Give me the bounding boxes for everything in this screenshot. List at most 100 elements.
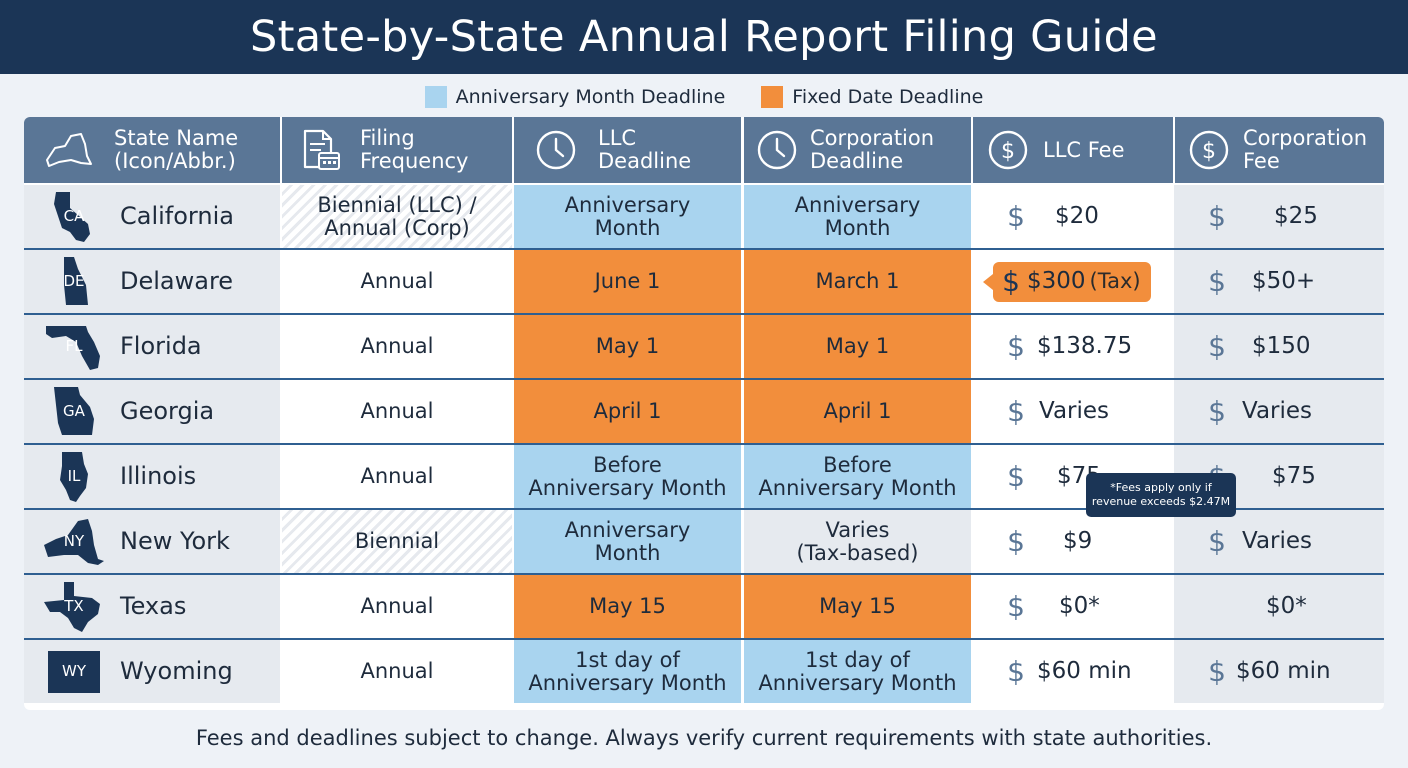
dollar-icon: $ [1007, 655, 1025, 688]
row-divider [24, 443, 1384, 445]
page-title: State-by-State Annual Report Filing Guid… [0, 0, 1408, 74]
state-cell: DE Delaware [24, 250, 280, 313]
llc-fee-cell: $ $20 [973, 185, 1173, 248]
llc-fee-note: (Tax) [1089, 269, 1141, 293]
state-cell: FL Florida [24, 315, 280, 378]
corp-fee-value: $25 [1274, 203, 1318, 229]
state-name: New York [120, 527, 230, 555]
corp-fee-cell: $ $150 [1174, 315, 1384, 378]
llc-fee-cell: $ $0* [973, 575, 1173, 638]
dollar-icon: $ [1002, 265, 1020, 298]
table-row: TX Texas Annual May 15 May 15 $ $0* $0* [24, 575, 1384, 640]
dollar-icon: $ [1208, 395, 1226, 428]
header-corp-deadline-label: Corporation Deadline [810, 126, 935, 173]
legend-label-anniversary: Anniversary Month Deadline [455, 86, 726, 108]
header-llc-fee-label: LLC Fee [1043, 137, 1125, 162]
texas-shape-icon: TX [42, 580, 106, 634]
header-frequency: Filing Frequency [282, 117, 512, 183]
legend: Anniversary Month Deadline Fixed Date De… [0, 82, 1408, 112]
llc-fee-value: $300 [1027, 268, 1086, 294]
llc-fee-value: $20 [1055, 203, 1099, 229]
state-name: Texas [120, 592, 187, 620]
corp-deadline-cell: Anniversary Month [744, 185, 971, 248]
llc-fee-cell: $ $138.75 [973, 315, 1173, 378]
frequency-cell: Biennial [282, 510, 512, 573]
header-llc-fee: $ LLC Fee [973, 117, 1173, 183]
llc-deadline-cell: April 1 [514, 380, 741, 443]
wyoming-shape-icon: WY [42, 645, 106, 699]
corp-fee-cell: $ Varies [1174, 380, 1384, 443]
corp-fee-cell: $0* [1174, 575, 1384, 638]
dollar-icon: $ [1208, 330, 1226, 363]
frequency-cell: Annual [282, 640, 512, 703]
dollar-icon: $ [1007, 590, 1025, 623]
corp-deadline-cell: May 1 [744, 315, 971, 378]
llc-fee-value: $9 [1063, 528, 1093, 554]
delaware-shape-icon: DE [42, 255, 106, 309]
frequency-cell: Annual [282, 575, 512, 638]
svg-text:$: $ [1202, 139, 1216, 164]
llc-fee-value: $138.75 [1037, 333, 1133, 359]
llc-deadline-cell: June 1 [514, 250, 741, 313]
frequency-cell: Annual [282, 380, 512, 443]
corp-fee-cell: $ $60 min [1174, 640, 1384, 703]
state-cell: NY New York [24, 510, 280, 573]
dollar-circle-icon: $ [1175, 128, 1243, 172]
georgia-shape-icon: GA [42, 385, 106, 439]
llc-deadline-cell: Before Anniversary Month [514, 445, 741, 508]
table-row: CA California Biennial (LLC) / Annual (C… [24, 185, 1384, 250]
svg-text:$: $ [1001, 139, 1015, 164]
table-row: FL Florida Annual May 1 May 1 $ $138.75 … [24, 315, 1384, 380]
state-name: Florida [120, 332, 202, 360]
corp-deadline-cell: March 1 [744, 250, 971, 313]
llc-fee-cell: $ $9 [973, 510, 1173, 573]
header-llc-deadline: LLC Deadline [514, 117, 741, 183]
california-shape-icon: CA [42, 190, 106, 244]
header-frequency-label: Filing Frequency [360, 126, 469, 173]
state-name: Delaware [120, 267, 234, 295]
dollar-icon: $ [1007, 460, 1025, 493]
state-name: California [120, 202, 234, 230]
table-row: WY Wyoming Annual 1st day of Anniversary… [24, 640, 1384, 705]
corp-fee-cell: $ Varies [1174, 510, 1384, 573]
clock-icon [744, 128, 810, 172]
corp-fee-cell: $ $50+ [1174, 250, 1384, 313]
state-map-icon [24, 130, 114, 170]
dollar-icon: $ [1208, 265, 1226, 298]
row-divider [24, 638, 1384, 640]
header-corp-fee: $ Corporation Fee [1175, 117, 1384, 183]
corp-fee-value: Varies [1242, 528, 1313, 554]
illinois-shape-icon: IL [42, 450, 106, 504]
corp-fee-value: $150 [1252, 333, 1311, 359]
florida-shape-icon: FL [42, 320, 106, 374]
legend-item-fixed-date: Fixed Date Deadline [761, 86, 983, 108]
table-row: GA Georgia Annual April 1 April 1 $ Vari… [24, 380, 1384, 445]
dollar-icon: $ [1208, 525, 1226, 558]
corp-fee-value: $75 [1272, 463, 1316, 489]
llc-fee-value: $60 min [1037, 658, 1132, 684]
frequency-cell: Biennial (LLC) / Annual (Corp) [282, 185, 512, 248]
new-york-shape-icon: NY [42, 515, 106, 569]
filing-table: State Name (Icon/Abbr.) Filing Frequency [24, 117, 1384, 710]
frequency-cell: Annual [282, 315, 512, 378]
state-name: Wyoming [120, 657, 233, 685]
corp-deadline-cell: 1st day of Anniversary Month [744, 640, 971, 703]
legend-swatch-anniversary [424, 86, 447, 108]
dollar-icon: $ [1007, 525, 1025, 558]
corp-deadline-cell: April 1 [744, 380, 971, 443]
corp-fee-value: $0* [1266, 593, 1307, 619]
corp-fee-value: Varies [1242, 398, 1313, 424]
llc-deadline-cell: Anniversary Month [514, 510, 741, 573]
state-cell: WY Wyoming [24, 640, 280, 703]
state-name: Georgia [120, 397, 215, 425]
dollar-icon: $ [1007, 395, 1025, 428]
header-llc-deadline-label: LLC Deadline [598, 126, 692, 173]
llc-fee-value: $0* [1059, 593, 1100, 619]
llc-deadline-cell: May 1 [514, 315, 741, 378]
state-name: Illinois [120, 462, 197, 490]
table-row: DE Delaware Annual June 1 March 1 $ $300… [24, 250, 1384, 315]
corp-fee-cell: $ $25 [1174, 185, 1384, 248]
row-divider [24, 573, 1384, 575]
table-row: NY New York Biennial Anniversary Month V… [24, 510, 1384, 575]
state-cell: CA California [24, 185, 280, 248]
